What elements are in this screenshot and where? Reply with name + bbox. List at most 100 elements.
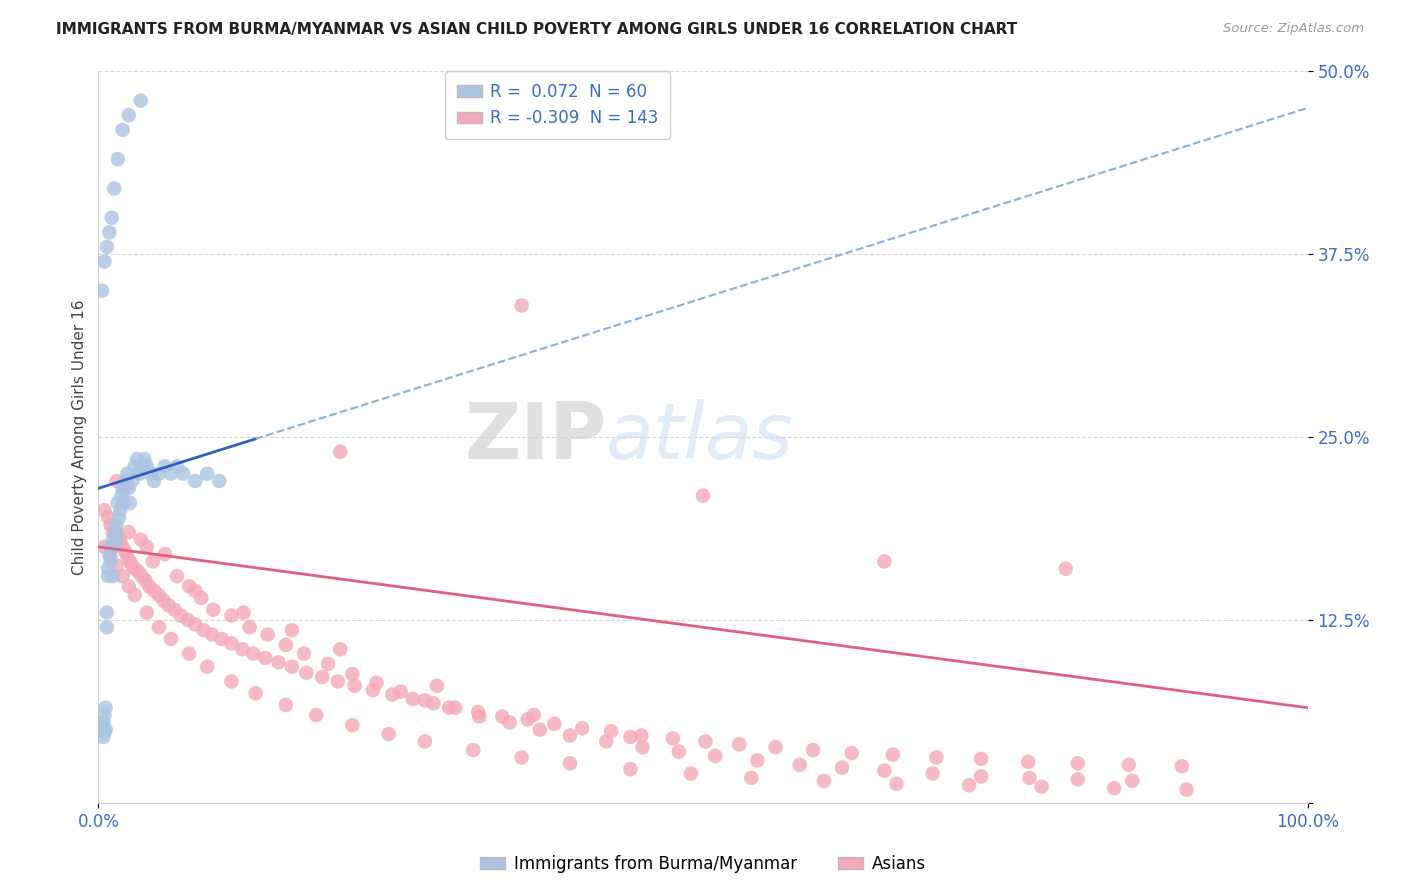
Point — [873, 764, 896, 778]
Point — [873, 554, 896, 568]
Point — [193, 623, 215, 637]
Point — [100, 540, 122, 554]
Point — [131, 459, 153, 474]
Point — [695, 734, 717, 748]
Point — [143, 583, 166, 598]
Point — [111, 123, 134, 137]
Point — [93, 503, 115, 517]
Point — [523, 708, 546, 723]
Point — [98, 225, 121, 239]
Point — [143, 474, 166, 488]
Point — [619, 730, 641, 744]
Point — [100, 554, 122, 568]
Point — [112, 496, 135, 510]
Text: atlas: atlas — [606, 399, 794, 475]
Point — [97, 569, 120, 583]
Point — [886, 777, 908, 791]
Point — [444, 700, 467, 714]
Legend: R =  0.072  N = 60, R = -0.309  N = 143: R = 0.072 N = 60, R = -0.309 N = 143 — [446, 71, 671, 139]
Point — [600, 724, 623, 739]
Point — [111, 569, 134, 583]
Point — [105, 558, 128, 573]
Point — [661, 731, 683, 746]
Point — [1118, 757, 1140, 772]
Point — [925, 750, 948, 764]
Point — [274, 698, 297, 712]
Point — [305, 708, 328, 723]
Point — [96, 606, 118, 620]
Point — [153, 459, 176, 474]
Point — [148, 620, 170, 634]
Point — [121, 558, 143, 573]
Point — [970, 752, 993, 766]
Point — [148, 588, 170, 602]
Point — [402, 692, 425, 706]
Point — [463, 743, 485, 757]
Text: ZIP: ZIP — [464, 399, 606, 475]
Point — [124, 562, 146, 576]
Point — [105, 474, 128, 488]
Point — [311, 670, 333, 684]
Point — [91, 730, 114, 744]
Point — [118, 496, 141, 510]
Point — [510, 298, 533, 312]
Point — [1171, 759, 1194, 773]
Point — [254, 651, 277, 665]
Point — [831, 761, 853, 775]
Point — [740, 771, 762, 785]
Point — [124, 588, 146, 602]
Point — [231, 642, 253, 657]
Point — [160, 632, 183, 646]
Point — [101, 525, 124, 540]
Point — [97, 510, 120, 524]
Point — [103, 540, 125, 554]
Point — [91, 284, 114, 298]
Point — [329, 642, 352, 657]
Point — [107, 530, 129, 544]
Point — [101, 569, 124, 583]
Point — [127, 452, 149, 467]
Point — [630, 729, 652, 743]
Point — [281, 659, 304, 673]
Point — [135, 606, 157, 620]
Point — [135, 459, 157, 474]
Point — [239, 620, 262, 634]
Point — [118, 108, 141, 122]
Point — [195, 659, 218, 673]
Point — [90, 723, 112, 737]
Point — [422, 696, 444, 710]
Point — [195, 467, 218, 481]
Point — [96, 620, 118, 634]
Point — [1018, 771, 1040, 785]
Point — [242, 647, 264, 661]
Point — [105, 517, 128, 532]
Point — [114, 544, 136, 558]
Point — [105, 533, 128, 547]
Point — [97, 562, 120, 576]
Text: Source: ZipAtlas.com: Source: ZipAtlas.com — [1223, 22, 1364, 36]
Legend: Immigrants from Burma/Myanmar, Asians: Immigrants from Burma/Myanmar, Asians — [474, 848, 932, 880]
Point — [1017, 755, 1039, 769]
Point — [765, 740, 787, 755]
Point — [221, 636, 243, 650]
Point — [1067, 756, 1090, 771]
Point — [163, 603, 186, 617]
Point — [166, 459, 188, 474]
Point — [366, 676, 388, 690]
Point — [94, 700, 117, 714]
Point — [882, 747, 904, 762]
Point — [108, 533, 131, 547]
Point — [91, 715, 114, 730]
Point — [619, 762, 641, 776]
Point — [529, 723, 551, 737]
Point — [326, 674, 349, 689]
Point — [100, 517, 122, 532]
Point — [100, 549, 122, 564]
Y-axis label: Child Poverty Among Girls Under 16: Child Poverty Among Girls Under 16 — [72, 300, 87, 574]
Point — [1067, 772, 1090, 787]
Point — [516, 713, 538, 727]
Point — [704, 749, 727, 764]
Point — [342, 718, 364, 732]
Point — [184, 583, 207, 598]
Point — [108, 503, 131, 517]
